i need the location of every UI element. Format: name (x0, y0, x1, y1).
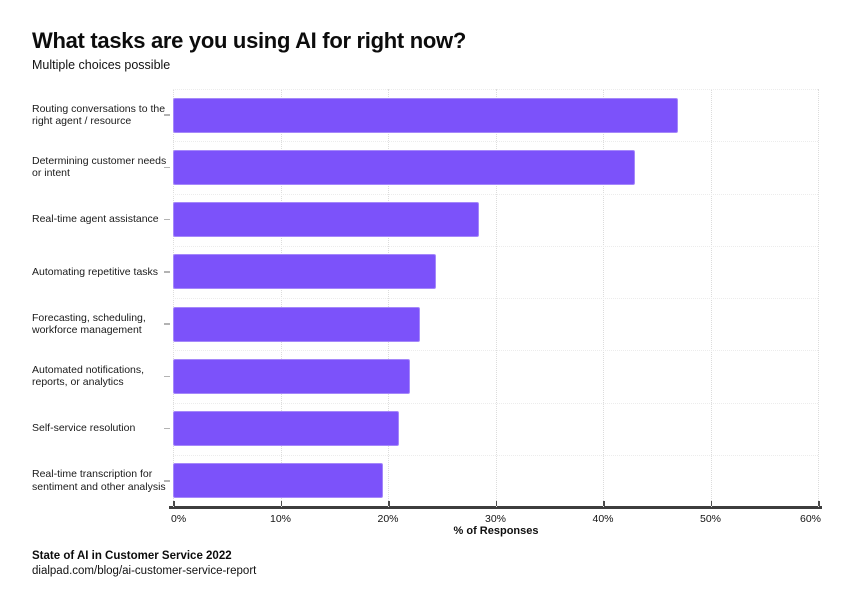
source-title: State of AI in Customer Service 2022 (32, 550, 232, 562)
chart-title: What tasks are you using AI for right no… (32, 28, 466, 53)
bar-6 (173, 358, 410, 394)
category-label: Determining customer needs or intent (32, 154, 167, 180)
x-axis-title: % of Responses (453, 525, 539, 537)
plot-area: 0% 10% 20% 30% 40% 50% 60% Routing conversation… (32, 89, 822, 525)
x-gridline (818, 89, 819, 507)
source-url: dialpad.com/blog/ai-customer-service-rep… (32, 565, 257, 577)
row-separator (173, 141, 818, 143)
x-tick-label: 0% (171, 513, 187, 525)
category-label: Self-service resolution (32, 422, 136, 435)
bar-8 (173, 463, 383, 499)
x-tick-mark (603, 501, 605, 506)
bar-2 (173, 149, 636, 185)
row-separator (173, 298, 818, 299)
row-separator (173, 402, 818, 404)
x-axis-line (169, 506, 822, 509)
y-tick-mark (164, 323, 170, 325)
y-tick-mark (164, 218, 170, 221)
y-tick-mark (164, 114, 170, 116)
y-tick-mark (164, 427, 170, 430)
x-tick-label: 40% (592, 513, 614, 525)
category-label: Automated notifications, reports, or ana… (32, 363, 145, 389)
x-tick-label: 30% (484, 513, 507, 525)
x-tick-mark (495, 501, 497, 506)
category-label: Forecasting, scheduling, workforce manag… (32, 311, 146, 337)
category-label: Routing conversations to the right agent… (32, 102, 166, 128)
row-separator (173, 193, 818, 195)
x-tick-mark (388, 501, 390, 506)
bar-5 (173, 306, 421, 342)
x-tick-label: 10% (269, 513, 292, 525)
y-tick-mark (164, 271, 170, 273)
y-tick-mark (164, 480, 170, 482)
chart-subtitle: Multiple choices possible (32, 58, 171, 72)
category-label: Real-time transcription for sentiment an… (32, 468, 166, 493)
x-tick-mark (818, 501, 820, 506)
y-tick-mark (164, 375, 170, 378)
x-tick-label: 50% (699, 513, 722, 525)
row-separator (173, 350, 818, 352)
bar-4 (173, 254, 437, 290)
category-label: Automating repetitive tasks (32, 265, 159, 278)
bar-7 (173, 411, 399, 447)
x-tick-mark (173, 501, 175, 506)
row-separator (173, 89, 818, 90)
row-separator (173, 454, 818, 456)
x-tick-label: 60% (799, 513, 821, 525)
x-tick-label: 20% (377, 513, 399, 525)
x-tick-mark (710, 501, 712, 506)
bar-3 (173, 202, 480, 238)
row-separator (173, 245, 818, 247)
category-label: Real-time agent assistance (32, 213, 159, 226)
y-tick-mark (164, 166, 170, 169)
bar-1 (173, 97, 679, 133)
x-tick-mark (280, 501, 282, 506)
